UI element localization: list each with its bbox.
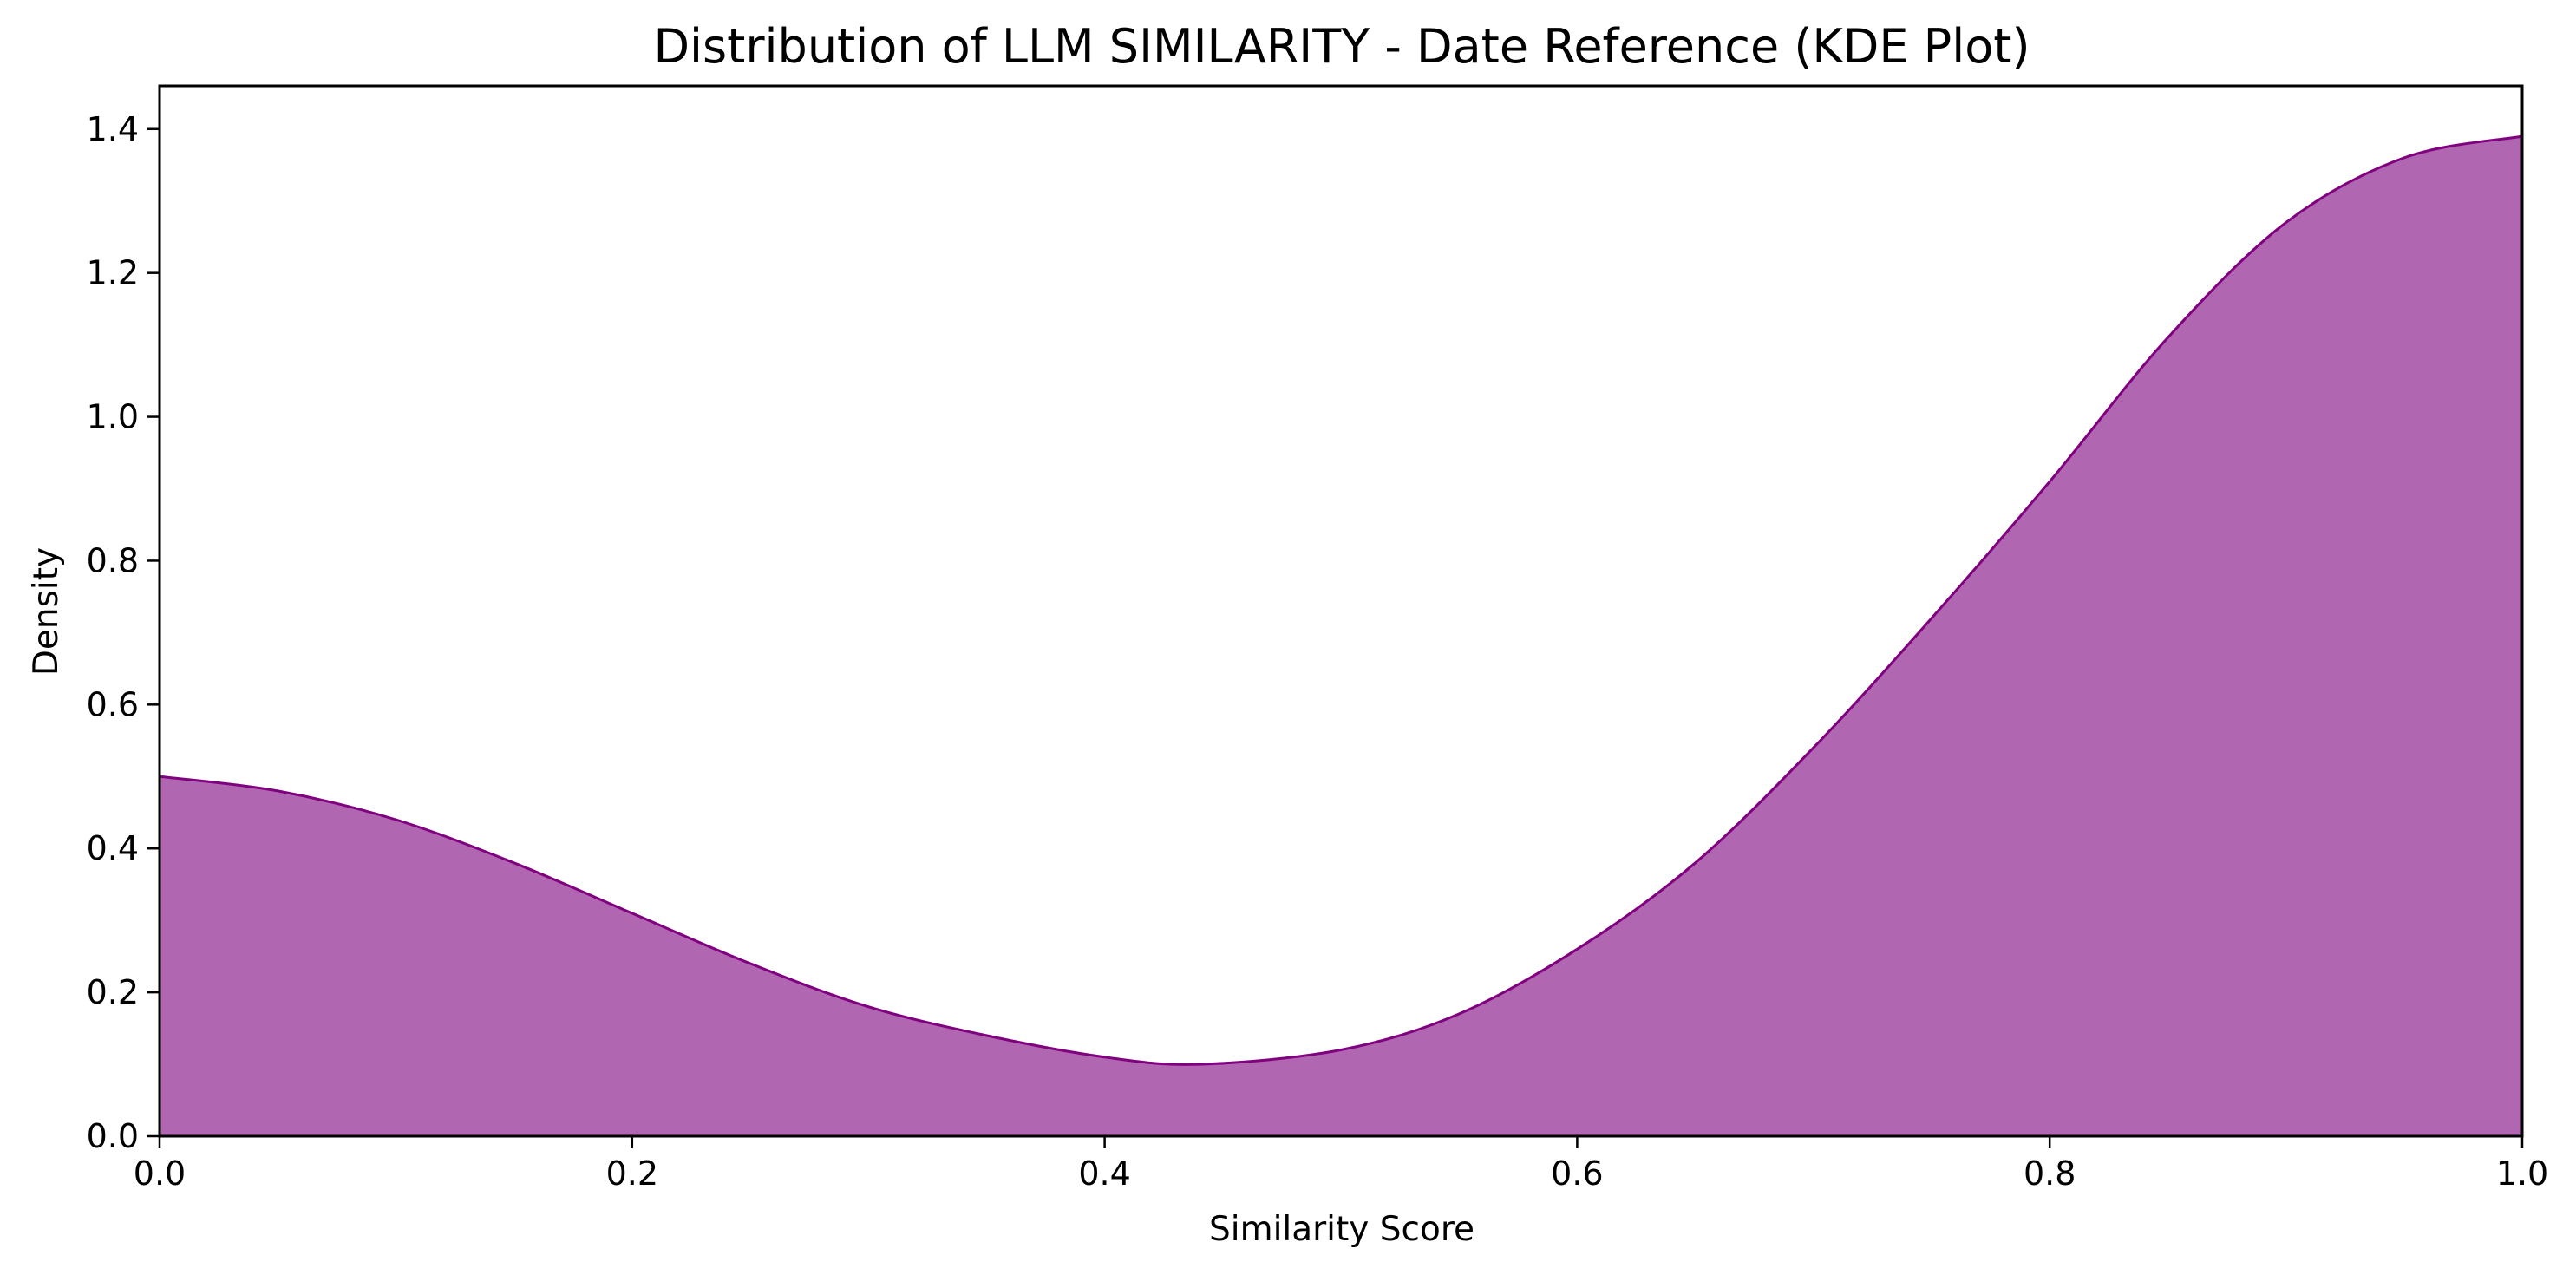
y-tick-label: 0.4: [87, 829, 139, 867]
plot-frame: [158, 84, 2524, 1138]
y-tick-label: 0.8: [87, 541, 139, 579]
x-axis-ticks: 0.0 0.2 0.4 0.6 0.8 1.0: [134, 1136, 2548, 1193]
x-tick-label: 0.2: [606, 1154, 658, 1193]
y-axis-label: Density: [27, 547, 66, 676]
y-tick-label: 0.6: [87, 685, 139, 723]
x-tick-label: 0.4: [1078, 1154, 1130, 1193]
density-area: [160, 136, 2522, 1137]
x-tick-label: 1.0: [2496, 1154, 2548, 1193]
y-tick-label: 1.0: [87, 398, 139, 436]
x-tick-label: 0.0: [134, 1154, 186, 1193]
x-tick-label: 0.8: [2024, 1154, 2076, 1193]
x-tick-label: 0.6: [1551, 1154, 1603, 1193]
density-line: [159, 134, 2523, 1066]
y-tick-label: 0.2: [87, 973, 139, 1011]
y-axis-ticks: 0.0 0.2 0.4 0.6 0.8 1.0 1.2 1.4: [87, 110, 160, 1155]
y-tick-label: 1.4: [87, 110, 139, 148]
y-tick-label: 1.2: [87, 254, 139, 292]
chart-title: Distribution of LLM SIMILARITY - Date Re…: [653, 19, 2030, 74]
x-axis-label: Similarity Score: [1209, 1210, 1474, 1249]
y-tick-label: 0.0: [87, 1117, 139, 1155]
